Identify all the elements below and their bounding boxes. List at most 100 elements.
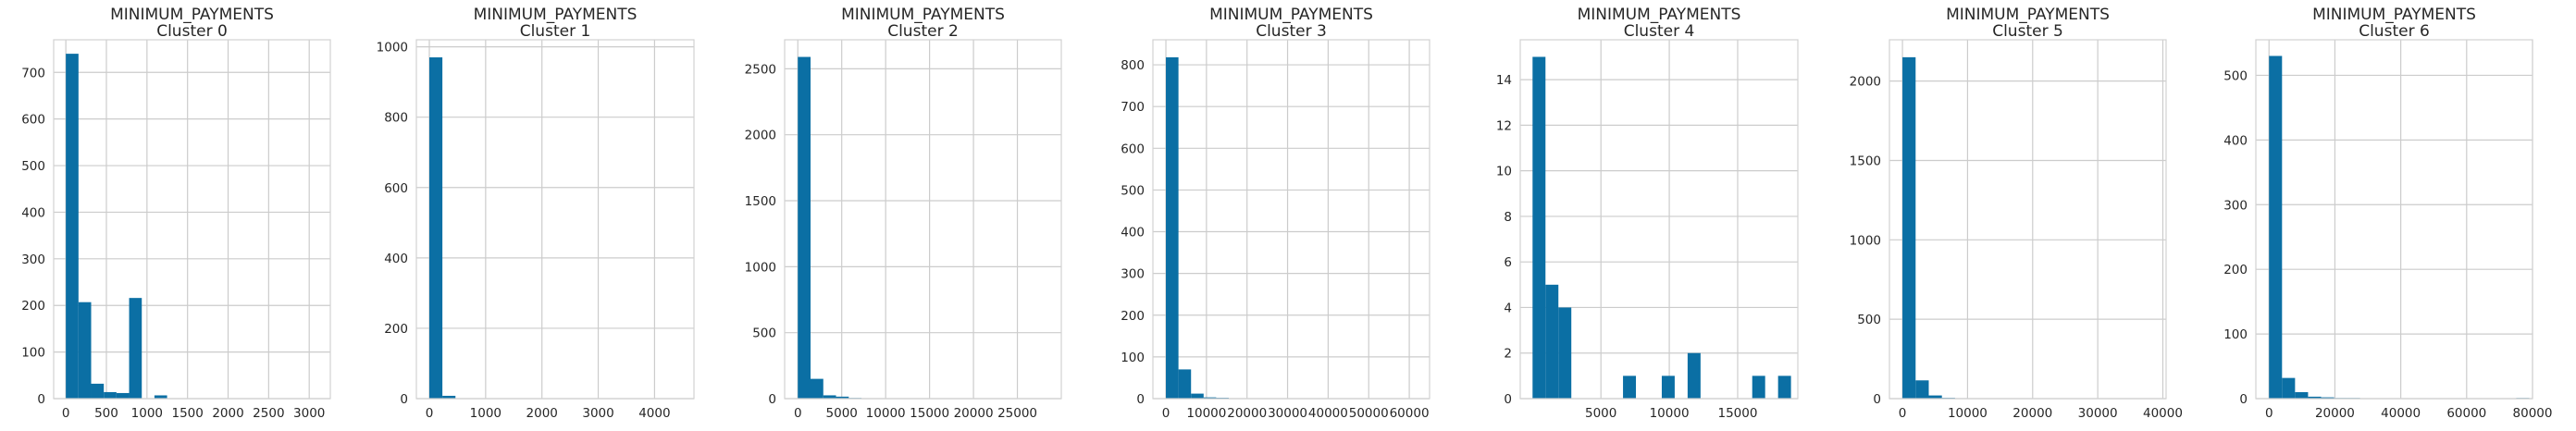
y-tick-label: 1000 [745,260,776,275]
x-tick-label: 25000 [997,406,1037,421]
chart-title: MINIMUM_PAYMENTS [110,6,274,24]
chart-title: MINIMUM_PAYMENTS [841,6,1005,24]
x-tick-label: 10000 [1186,406,1226,421]
y-tick-label: 0 [400,392,408,407]
y-tick-label: 500 [21,159,45,174]
chart-subtitle: Cluster 0 [156,22,228,41]
x-tick-label: 20000 [2315,406,2355,421]
y-tick-label: 2000 [1850,75,1881,90]
x-tick-label: 10000 [866,406,906,421]
x-tick-label: 0 [1162,406,1170,421]
x-tick-label: 15000 [910,406,949,421]
x-tick-label: 60000 [1390,406,1430,421]
plot-frame [415,39,695,400]
y-tick-label: 200 [1121,309,1145,324]
histogram-bar [116,392,130,399]
histogram-bar [811,378,824,399]
x-tick-label: 4000 [638,406,670,421]
x-tick-label: 0 [426,406,434,421]
x-tick-label: 500 [94,406,118,421]
y-tick-label: 200 [384,322,408,337]
y-tick-label: 400 [1121,226,1145,240]
chart-subtitle: Cluster 1 [520,22,591,41]
x-tick-label: 20000 [2012,406,2052,421]
histogram-bar [78,302,92,399]
histogram-bar [2282,377,2296,399]
y-tick-label: 300 [1121,267,1145,282]
y-tick-label: 400 [384,252,408,266]
chart-title: MINIMUM_PAYMENTS [1578,6,1741,24]
histogram-bar [154,395,167,399]
x-tick-label: 40000 [1308,406,1348,421]
plot-frame [2255,39,2533,400]
y-tick-label: 6 [1504,255,1512,270]
histogram-bar [91,383,105,399]
y-tick-label: 300 [2223,198,2248,213]
x-tick-label: 40000 [2143,406,2183,421]
plot-frame [1152,39,1430,400]
y-tick-label: 1500 [745,194,776,209]
x-tick-label: 2000 [212,406,243,421]
x-tick-label: 0 [1899,406,1907,421]
x-tick-label: 80000 [2513,406,2553,421]
x-tick-label: 5000 [826,406,858,421]
x-tick-label: 3000 [293,406,325,421]
y-tick-label: 1000 [1850,233,1881,248]
histogram-bar [442,395,456,399]
y-tick-label: 12 [1496,118,1512,133]
y-tick-label: 2 [1504,347,1512,362]
x-tick-label: 5000 [1585,406,1616,421]
x-tick-label: 50000 [1349,406,1389,421]
x-tick-label: 30000 [2078,406,2118,421]
histogram-bar [1752,376,1765,399]
x-tick-label: 2000 [526,406,558,421]
y-tick-label: 0 [2239,392,2248,407]
histogram-bar [2321,397,2334,399]
y-tick-label: 700 [1121,100,1145,115]
histogram-bar [2308,396,2322,399]
histogram-bar [823,395,836,399]
chart-subtitle: Cluster 4 [1624,22,1695,41]
x-tick-label: 1000 [470,406,502,421]
x-tick-label: 3000 [582,406,613,421]
y-tick-label: 300 [21,252,45,267]
x-tick-label: 2500 [253,406,284,421]
y-tick-label: 600 [1121,142,1145,156]
y-tick-label: 500 [1121,183,1145,198]
y-tick-label: 0 [1873,392,1881,407]
histogram-bar [2269,55,2283,399]
y-tick-label: 100 [1121,351,1145,365]
chart-subtitle: Cluster 5 [1992,22,2063,41]
chart-title: MINIMUM_PAYMENTS [474,6,638,24]
y-tick-label: 0 [768,392,776,407]
y-tick-label: 200 [2223,263,2248,277]
histogram-bar [1558,307,1572,399]
y-tick-label: 14 [1496,73,1512,88]
y-tick-label: 400 [2223,133,2248,148]
y-tick-label: 100 [21,346,45,361]
histogram-bar [1902,56,1916,400]
plot-frame [1519,39,1799,400]
y-tick-label: 4 [1504,301,1512,315]
plot-frame [784,39,1062,400]
y-tick-label: 500 [1857,313,1881,327]
chart-title: MINIMUM_PAYMENTS [1946,6,2110,24]
y-tick-label: 0 [1136,392,1145,407]
histogram-bar [104,391,117,399]
x-tick-label: 0 [794,406,802,421]
histogram-bar [1777,376,1791,399]
y-tick-label: 600 [384,181,408,196]
histogram-bar [66,54,79,399]
histogram-bar [1191,393,1204,399]
y-tick-label: 2500 [745,62,776,77]
x-tick-label: 10000 [1650,406,1690,421]
y-tick-label: 2000 [745,129,776,143]
y-tick-label: 200 [21,299,45,314]
y-tick-label: 800 [384,111,408,126]
